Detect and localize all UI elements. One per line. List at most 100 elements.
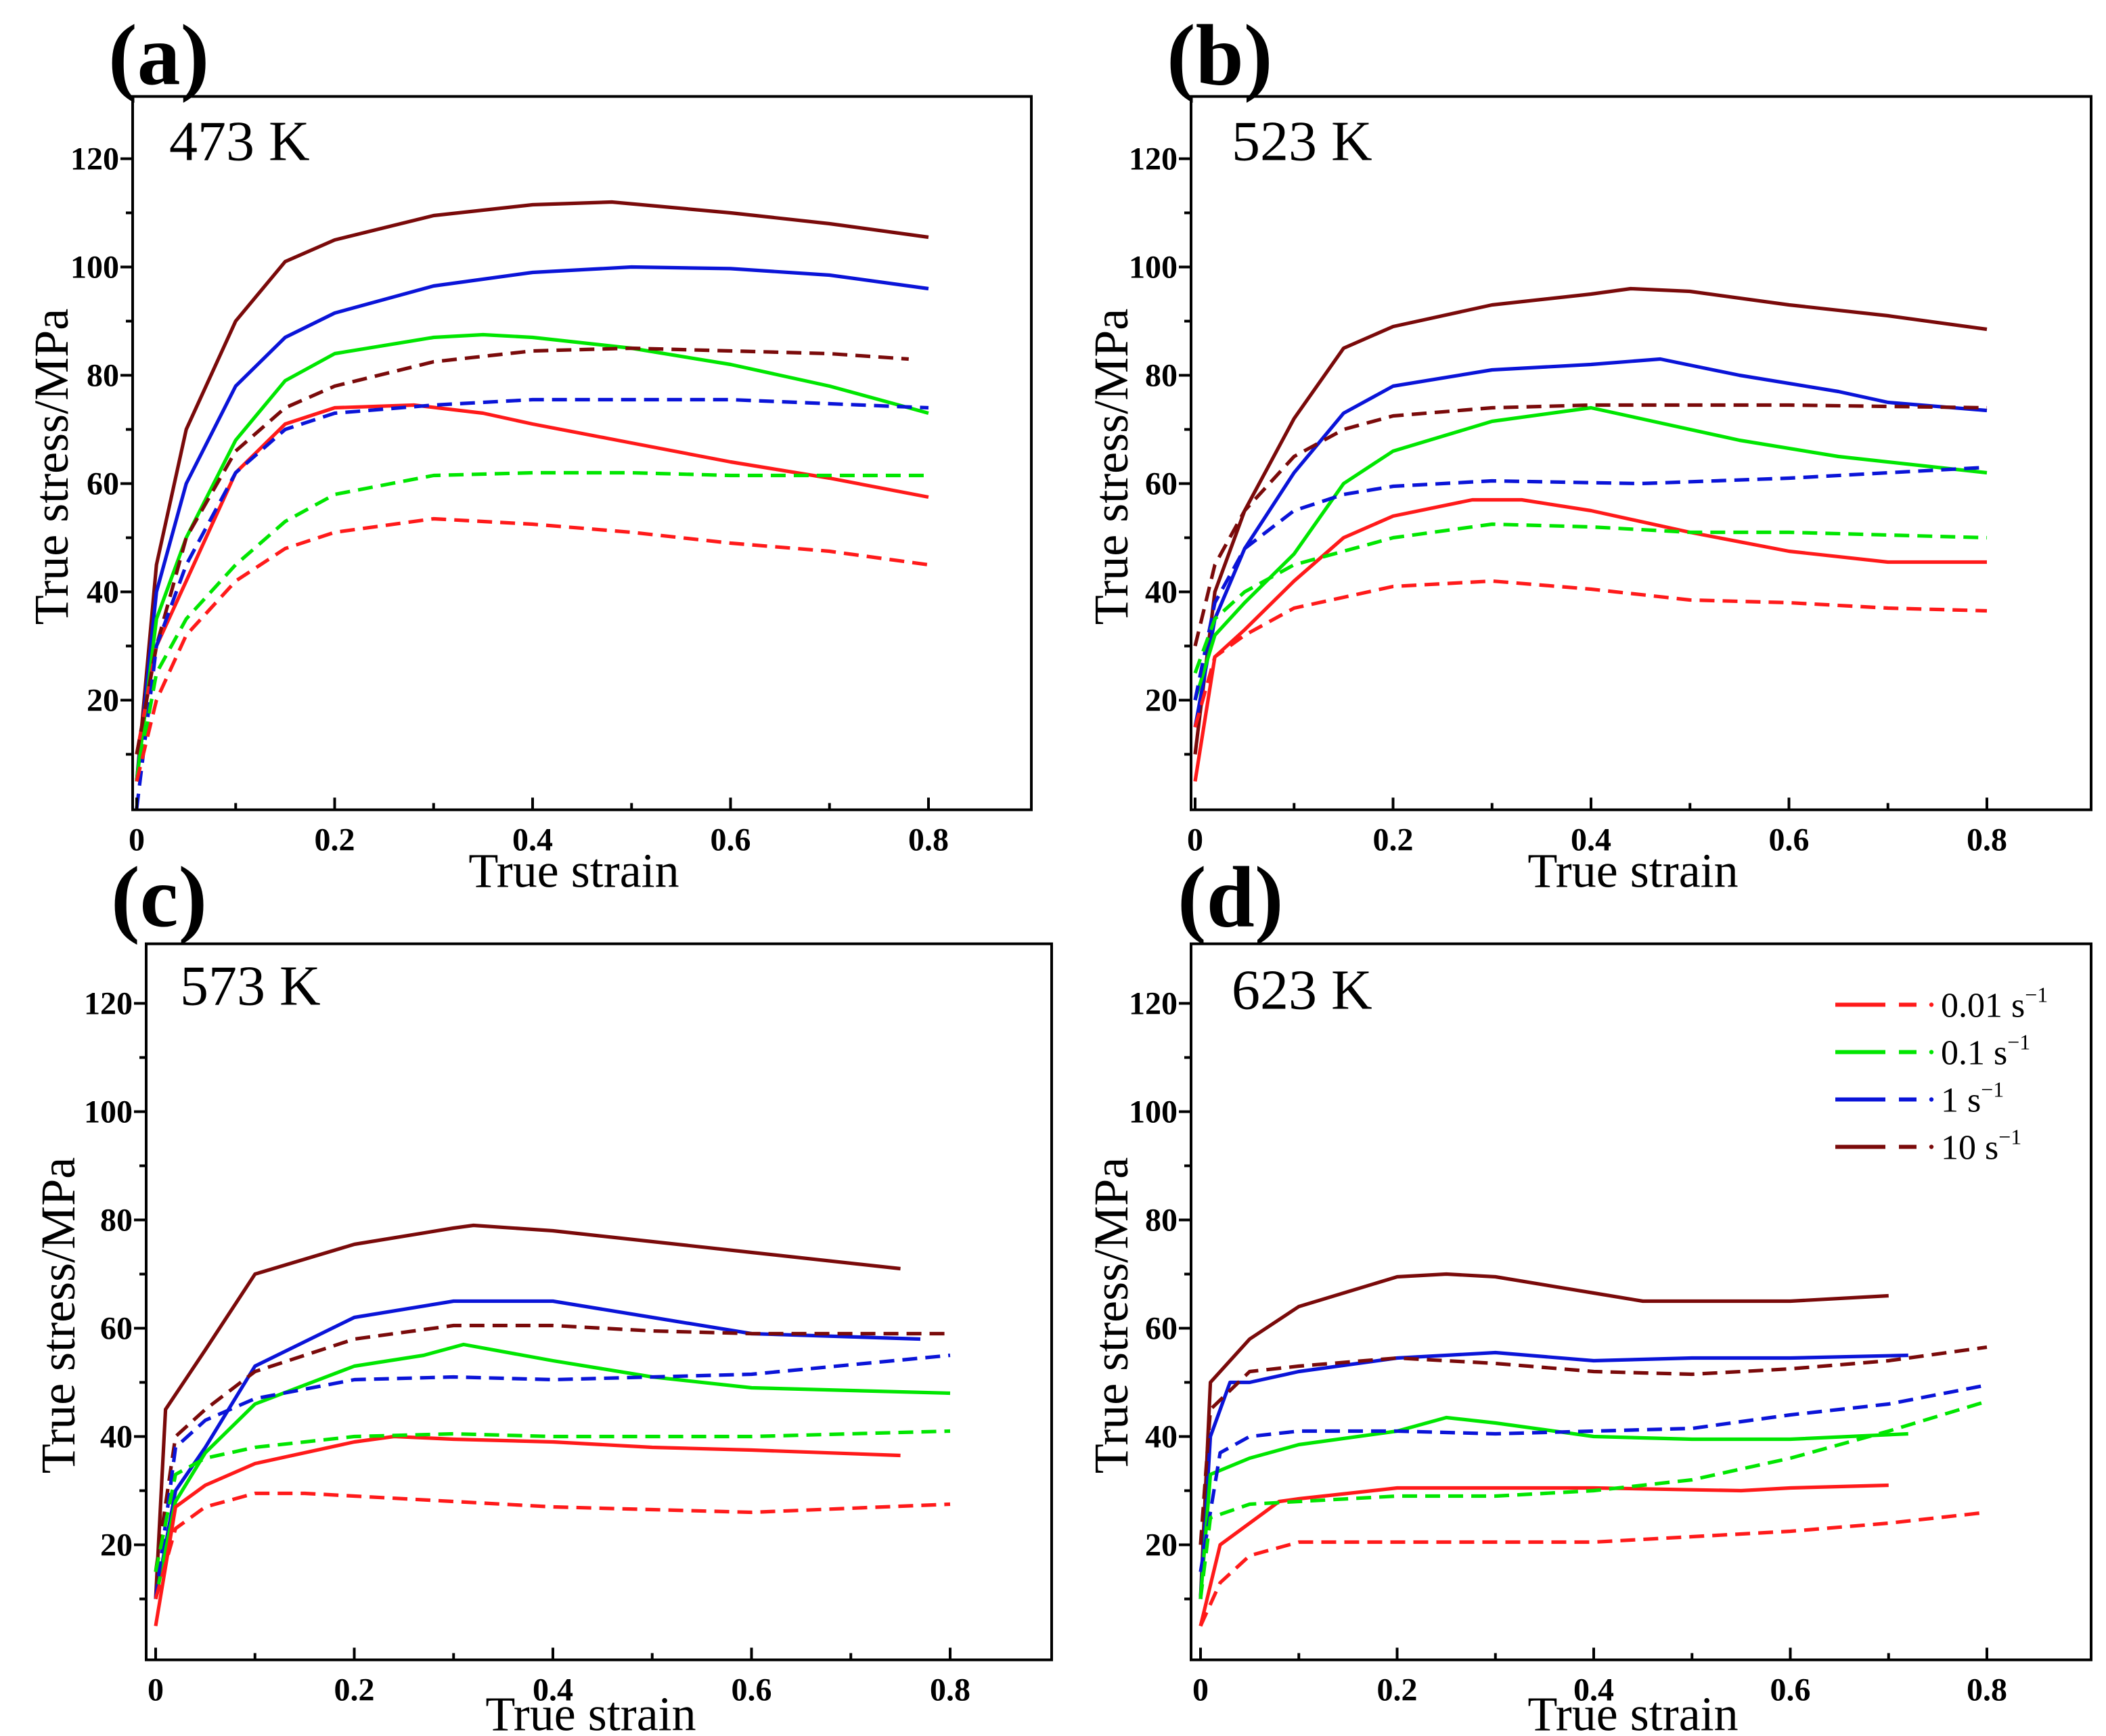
legend-label-exponent: −1 [1998, 1125, 2021, 1149]
series-line [135, 200, 929, 782]
y-tick-label: 60 [100, 1311, 133, 1347]
y-tick-label: 120 [1129, 986, 1178, 1022]
x-tick-label: 0 [148, 1672, 164, 1708]
y-tick-label: 80 [1145, 358, 1178, 394]
series-group [1198, 1272, 1988, 1627]
x-tick-label: 0.6 [711, 822, 751, 858]
x-tick-label: 0.8 [1967, 1672, 2007, 1708]
panel-label: (b) [1167, 7, 1272, 104]
plot-frame [131, 95, 1033, 811]
y-tick-label: 100 [84, 1094, 133, 1130]
legend-label-text: 0.01 s [1941, 987, 2025, 1025]
series-group [154, 1223, 951, 1626]
legend-label-text: 1 s [1941, 1082, 1981, 1120]
y-tick-label: 40 [100, 1419, 133, 1455]
panel-b: 20 40 60 80 100 120 0 0.2 0.4 0.6 0.8 True strain Tr… [1084, 7, 2092, 898]
x-tick-label: 0 [129, 822, 145, 858]
y-tick-label: 100 [1129, 1094, 1178, 1130]
x-tick-label: 0 [1187, 822, 1203, 858]
x-tick-label: 0.2 [1377, 1672, 1418, 1708]
series-line [1193, 357, 1988, 728]
temperature-label: 473 K [169, 110, 310, 173]
legend-dot-swatch [1929, 1144, 1934, 1149]
series-line [1198, 1400, 1988, 1599]
y-tick-label: 80 [100, 1203, 133, 1239]
series-line [1198, 1350, 1908, 1599]
legend-entry: 10 s−1 [1835, 1125, 2021, 1167]
legend-dot-swatch [1929, 1050, 1934, 1054]
legend-entry: 0.01 s−1 [1835, 983, 2048, 1025]
x-tick-label: 0.2 [334, 1672, 375, 1708]
x-tick-label: 0.4 [512, 822, 553, 858]
series-line [135, 397, 929, 809]
series-line [154, 1429, 951, 1573]
series-group [135, 200, 929, 809]
series-line [154, 1299, 921, 1599]
series-line [154, 1434, 901, 1626]
series-line [135, 516, 929, 782]
series-line [135, 346, 909, 755]
x-tick-label: 0.6 [1769, 822, 1810, 858]
temperature-label: 623 K [1232, 959, 1372, 1022]
legend-label-text: 0.1 s [1941, 1034, 2007, 1073]
legend: 0.01 s−10.1 s−11 s−110 s−1 [1835, 983, 2048, 1167]
series-line [1198, 1345, 1988, 1545]
y-axis-label: True stress/MPa [24, 309, 79, 625]
legend-label: 0.1 s−1 [1941, 1030, 2030, 1073]
y-tick-label: 20 [100, 1528, 133, 1563]
y-axis-label: True stress/MPa [31, 1157, 85, 1473]
series-line [1193, 286, 1988, 755]
y-tick-label: 20 [1145, 1528, 1178, 1563]
x-axis-label: True strain [1527, 844, 1738, 898]
y-axis-label: True stress/MPa [1084, 1157, 1138, 1473]
x-tick-label: 0.2 [315, 822, 355, 858]
legend-label-exponent: −1 [2007, 1030, 2030, 1054]
series-line [135, 265, 929, 782]
legend-entry: 0.1 s−1 [1835, 1030, 2030, 1073]
series-line [154, 1353, 951, 1599]
legend-label: 1 s−1 [1941, 1077, 2004, 1120]
series-line [1193, 522, 1988, 674]
y-tick-label: 40 [1145, 575, 1178, 610]
plot-frame [1190, 95, 2092, 811]
series-line [1198, 1272, 1889, 1599]
series-line [1193, 405, 1988, 701]
x-tick-label: 0.8 [930, 1672, 970, 1708]
series-line [1193, 497, 1987, 782]
legend-label-exponent: −1 [2025, 983, 2048, 1007]
legend-label-exponent: −1 [1981, 1077, 2004, 1102]
y-tick-label: 20 [87, 683, 119, 719]
y-tick-label: 80 [87, 358, 119, 394]
series-line [1198, 1483, 1889, 1627]
y-tick-label: 60 [1145, 466, 1178, 502]
legend-label-text: 10 s [1941, 1129, 1998, 1167]
panel-a: 20 40 60 80 100 120 0 0.2 0.4 0.6 0.8 True strain Tr… [24, 7, 1033, 898]
x-tick-label: 0.4 [1571, 822, 1611, 858]
legend-dot-swatch [1929, 1097, 1934, 1102]
series-group [1193, 286, 1988, 782]
y-tick-label: 80 [1145, 1203, 1178, 1239]
y-tick-label: 60 [87, 466, 119, 502]
series-line [154, 1223, 901, 1599]
temperature-label: 573 K [180, 955, 321, 1018]
series-line [1198, 1383, 1988, 1572]
series-line [1198, 1510, 1988, 1627]
plot-frame [145, 942, 1053, 1662]
y-tick-label: 20 [1145, 683, 1178, 719]
x-tick-label: 0.4 [533, 1672, 573, 1708]
y-tick-label: 120 [1129, 141, 1178, 177]
y-tick-label: 100 [70, 250, 119, 286]
series-line [135, 332, 929, 782]
x-axis-label: True strain [485, 1687, 696, 1736]
legend-label: 10 s−1 [1941, 1125, 2021, 1167]
x-axis-label: True strain [468, 844, 679, 898]
y-tick-label: 120 [70, 141, 119, 177]
x-tick-label: 0.8 [908, 822, 949, 858]
x-tick-label: 0.6 [732, 1672, 772, 1708]
x-tick-label: 0 [1192, 1672, 1209, 1708]
series-line [135, 470, 928, 782]
series-line [154, 1491, 951, 1600]
x-tick-label: 0.4 [1573, 1672, 1614, 1708]
panel-label: (d) [1178, 849, 1283, 945]
